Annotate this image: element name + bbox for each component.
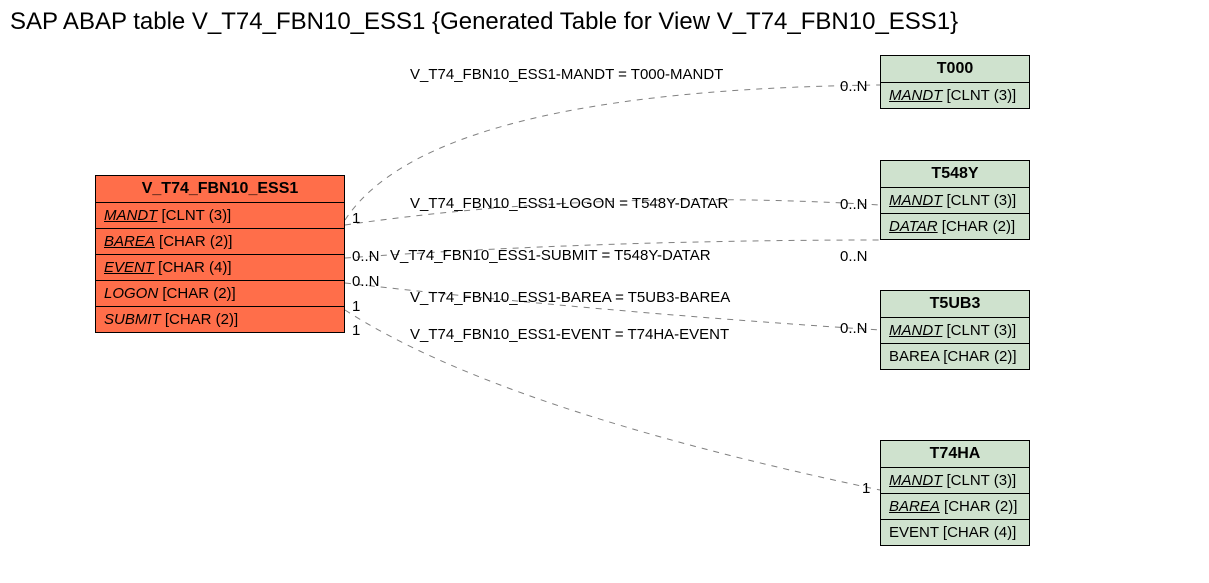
entity-field: BAREA [CHAR (2)]	[881, 344, 1029, 369]
entity-field: MANDT [CLNT (3)]	[96, 203, 344, 229]
entity-field: BAREA [CHAR (2)]	[881, 494, 1029, 520]
cardinality-left: 1	[352, 322, 360, 339]
cardinality-right: 0..N	[840, 248, 868, 265]
entity-header: T74HA	[881, 441, 1029, 468]
diagram-canvas: SAP ABAP table V_T74_FBN10_ESS1 {Generat…	[0, 0, 1209, 583]
relation-label: V_T74_FBN10_ESS1-BAREA = T5UB3-BAREA	[410, 289, 730, 306]
cardinality-right: 0..N	[840, 320, 868, 337]
entity-field: EVENT [CHAR (4)]	[881, 520, 1029, 545]
page-title: SAP ABAP table V_T74_FBN10_ESS1 {Generat…	[10, 8, 958, 36]
entity-t548y: T548YMANDT [CLNT (3)]DATAR [CHAR (2)]	[880, 160, 1030, 240]
relation-label: V_T74_FBN10_ESS1-MANDT = T000-MANDT	[410, 66, 723, 83]
cardinality-left: 0..N	[352, 273, 380, 290]
entity-field: MANDT [CLNT (3)]	[881, 188, 1029, 214]
entity-field: MANDT [CLNT (3)]	[881, 468, 1029, 494]
entity-header: T548Y	[881, 161, 1029, 188]
cardinality-right: 0..N	[840, 78, 868, 95]
entity-field: MANDT [CLNT (3)]	[881, 83, 1029, 108]
entity-header: T000	[881, 56, 1029, 83]
relation-label: V_T74_FBN10_ESS1-EVENT = T74HA-EVENT	[410, 326, 729, 343]
entity-t5ub3: T5UB3MANDT [CLNT (3)]BAREA [CHAR (2)]	[880, 290, 1030, 370]
cardinality-left: 0..N	[352, 248, 380, 265]
relation-label: V_T74_FBN10_ESS1-LOGON = T548Y-DATAR	[410, 195, 728, 212]
entity-field: MANDT [CLNT (3)]	[881, 318, 1029, 344]
cardinality-left: 1	[352, 298, 360, 315]
entity-t74ha: T74HAMANDT [CLNT (3)]BAREA [CHAR (2)]EVE…	[880, 440, 1030, 546]
entity-field: DATAR [CHAR (2)]	[881, 214, 1029, 239]
entity-field: SUBMIT [CHAR (2)]	[96, 307, 344, 332]
cardinality-right: 1	[862, 480, 870, 497]
entity-field: BAREA [CHAR (2)]	[96, 229, 344, 255]
cardinality-right: 0..N	[840, 196, 868, 213]
cardinality-left: 1	[352, 210, 360, 227]
entity-field: EVENT [CHAR (4)]	[96, 255, 344, 281]
entity-field: LOGON [CHAR (2)]	[96, 281, 344, 307]
relation-label: V_T74_FBN10_ESS1-SUBMIT = T548Y-DATAR	[390, 247, 711, 264]
entity-v_t74_fbn10_ess1: V_T74_FBN10_ESS1MANDT [CLNT (3)]BAREA [C…	[95, 175, 345, 333]
entity-header: T5UB3	[881, 291, 1029, 318]
entity-header: V_T74_FBN10_ESS1	[96, 176, 344, 203]
entity-t000: T000MANDT [CLNT (3)]	[880, 55, 1030, 109]
